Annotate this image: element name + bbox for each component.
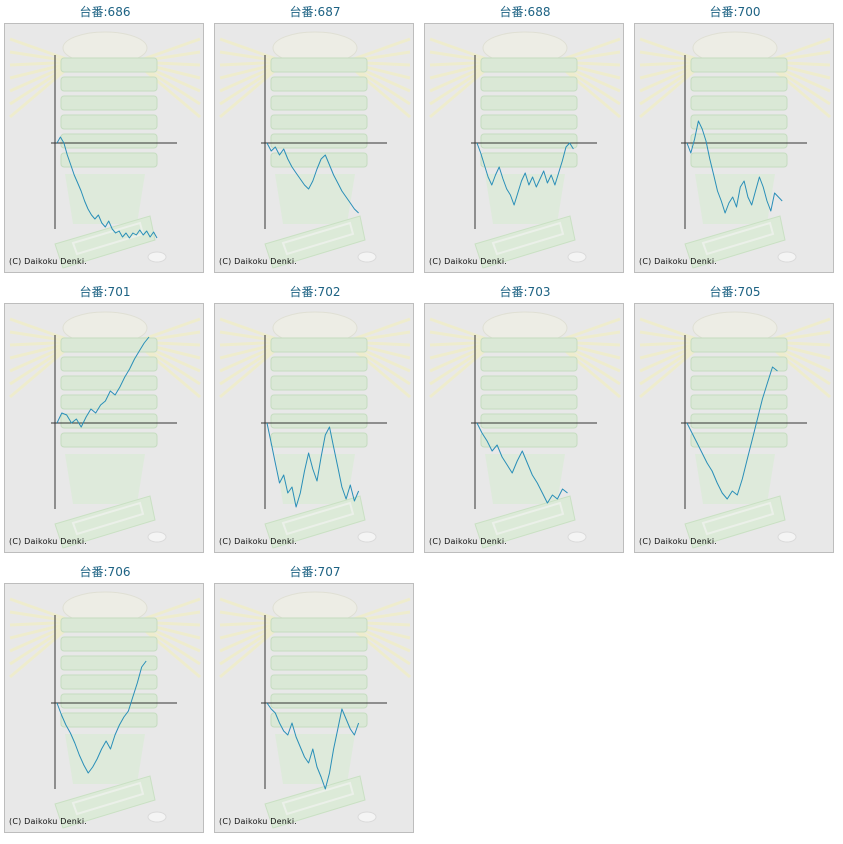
- chart-svg: [9, 311, 201, 549]
- chart-title[interactable]: 台番:701: [79, 285, 131, 299]
- chart-panel: (C) Daikoku Denki.: [424, 23, 624, 273]
- series-line: [476, 142, 574, 206]
- chart-svg: [219, 31, 411, 269]
- series-line: [686, 366, 778, 500]
- chart-panel: (C) Daikoku Denki.: [424, 303, 624, 553]
- copyright-text: (C) Daikoku Denki.: [219, 537, 298, 546]
- chart-cell: 台番:686 (C) Daikoku Denki.: [0, 4, 210, 284]
- chart-title[interactable]: 台番:702: [289, 285, 341, 299]
- chart-title[interactable]: 台番:700: [709, 5, 761, 19]
- chart-svg: [9, 31, 201, 269]
- chart-cell: 台番:700 (C) Daikoku Denki.: [630, 4, 840, 284]
- chart-svg: [639, 311, 831, 549]
- chart-cell: 台番:705 (C) Daikoku Denki.: [630, 284, 840, 564]
- copyright-text: (C) Daikoku Denki.: [639, 257, 718, 266]
- series-line: [266, 142, 359, 214]
- chart-cell: 台番:707 (C) Daikoku Denki.: [210, 564, 420, 844]
- chart-title[interactable]: 台番:705: [709, 285, 761, 299]
- series-line: [266, 422, 360, 508]
- chart-panel: (C) Daikoku Denki.: [214, 23, 414, 273]
- series-line: [686, 120, 783, 214]
- copyright-text: (C) Daikoku Denki.: [9, 817, 88, 826]
- background-machine-illustration: [9, 31, 201, 269]
- chart-panel: (C) Daikoku Denki.: [4, 23, 204, 273]
- chart-svg: [219, 311, 411, 549]
- chart-title[interactable]: 台番:707: [289, 565, 341, 579]
- chart-panel: (C) Daikoku Denki.: [214, 583, 414, 833]
- copyright-text: (C) Daikoku Denki.: [9, 257, 88, 266]
- chart-panel: (C) Daikoku Denki.: [214, 303, 414, 553]
- chart-cell: 台番:687 (C) Daikoku Denki.: [210, 4, 420, 284]
- chart-title[interactable]: 台番:686: [79, 5, 131, 19]
- background-machine-illustration: [639, 311, 831, 549]
- background-machine-illustration: [9, 591, 201, 829]
- chart-cell: 台番:706 (C) Daikoku Denki.: [0, 564, 210, 844]
- copyright-text: (C) Daikoku Denki.: [429, 537, 508, 546]
- chart-title[interactable]: 台番:706: [79, 565, 131, 579]
- background-machine-illustration: [9, 311, 201, 549]
- background-machine-illustration: [219, 311, 411, 549]
- series-line: [56, 336, 150, 428]
- copyright-text: (C) Daikoku Denki.: [219, 817, 298, 826]
- series-line: [56, 660, 147, 774]
- background-machine-illustration: [219, 591, 411, 829]
- copyright-text: (C) Daikoku Denki.: [639, 537, 718, 546]
- background-machine-illustration: [429, 31, 621, 269]
- chart-panel: (C) Daikoku Denki.: [4, 303, 204, 553]
- chart-svg: [9, 591, 201, 829]
- series-line: [266, 702, 360, 790]
- chart-grid: 台番:686 (C) Daikoku Denki. 台番:687 (C) Daikok…: [0, 4, 840, 844]
- chart-svg: [219, 591, 411, 829]
- copyright-text: (C) Daikoku Denki.: [9, 537, 88, 546]
- chart-panel: (C) Daikoku Denki.: [634, 23, 834, 273]
- chart-panel: (C) Daikoku Denki.: [634, 303, 834, 553]
- background-machine-illustration: [429, 311, 621, 549]
- chart-cell: 台番:703 (C) Daikoku Denki.: [420, 284, 630, 564]
- chart-title[interactable]: 台番:688: [499, 5, 551, 19]
- copyright-text: (C) Daikoku Denki.: [429, 257, 508, 266]
- chart-svg: [429, 311, 621, 549]
- chart-svg: [429, 31, 621, 269]
- chart-cell: 台番:688 (C) Daikoku Denki.: [420, 4, 630, 284]
- background-machine-illustration: [219, 31, 411, 269]
- chart-cell: 台番:701 (C) Daikoku Denki.: [0, 284, 210, 564]
- chart-title[interactable]: 台番:687: [289, 5, 341, 19]
- background-machine-illustration: [639, 31, 831, 269]
- series-line: [56, 136, 158, 239]
- chart-panel: (C) Daikoku Denki.: [4, 583, 204, 833]
- series-line: [476, 422, 568, 504]
- copyright-text: (C) Daikoku Denki.: [219, 257, 298, 266]
- chart-svg: [639, 31, 831, 269]
- chart-title[interactable]: 台番:703: [499, 285, 551, 299]
- chart-cell: 台番:702 (C) Daikoku Denki.: [210, 284, 420, 564]
